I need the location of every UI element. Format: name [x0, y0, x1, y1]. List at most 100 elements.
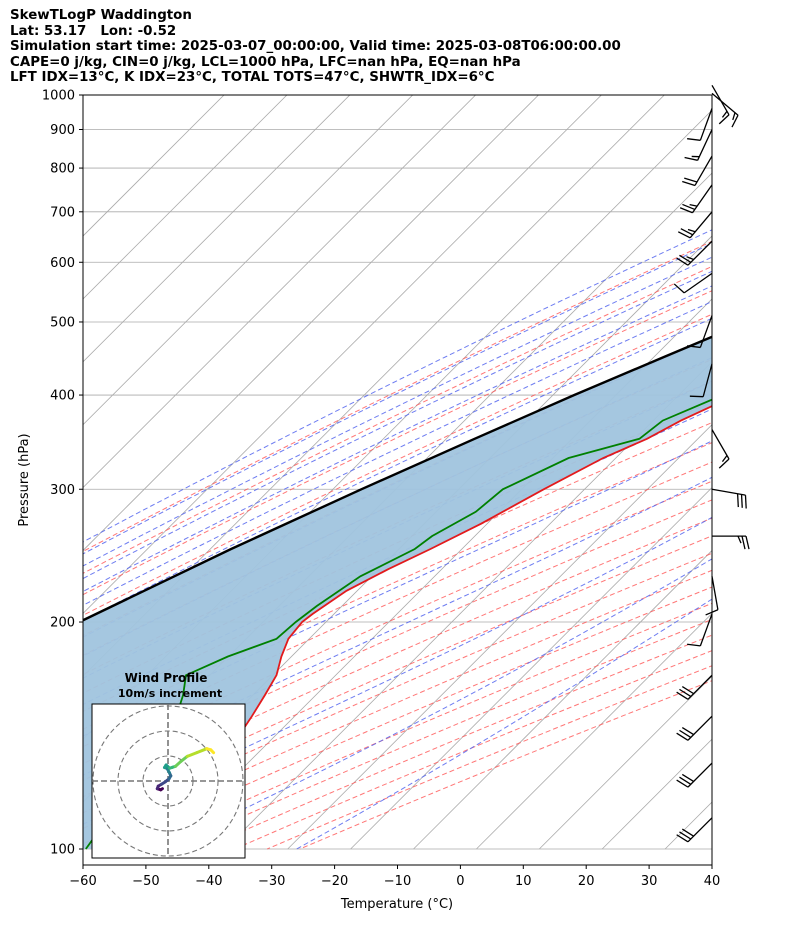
- hodograph-segment: [209, 748, 216, 755]
- x-tick-label: 30: [641, 874, 658, 889]
- barb-flag: [679, 831, 692, 840]
- barb-flag: [676, 257, 689, 266]
- barb-staff: [687, 762, 713, 788]
- x-tick-label: −20: [321, 874, 348, 889]
- stability-line: CAPE=0 j/kg, CIN=0 j/kg, LCL=1000 hPa, L…: [10, 54, 521, 70]
- dry-adiabat-line: [83, 313, 712, 616]
- barb-staff: [702, 363, 713, 397]
- barb-flag: [687, 643, 701, 647]
- hodograph-subtitle: 10m/s increment: [118, 687, 222, 700]
- isotherm-line: [224, 361, 712, 850]
- y-tick-label: 500: [50, 315, 75, 330]
- chart-title: SkewTLogP Waddington: [10, 8, 192, 23]
- x-tick-label: −60: [69, 874, 96, 889]
- y-tick-label: 100: [50, 843, 75, 858]
- dewpoint-line: [85, 398, 712, 850]
- wind-barb: [711, 429, 730, 469]
- isotherm-line: [83, 95, 351, 363]
- isotherm-line: [83, 95, 477, 489]
- moist-adiabat-line: [83, 516, 712, 825]
- moist-adiabat-line: [83, 256, 712, 567]
- time-line: Simulation start time: 2025-03-07_00:00:…: [10, 39, 621, 55]
- barb-flag: [745, 535, 750, 550]
- barb-flag: [673, 283, 685, 294]
- isotherm-line: [476, 612, 712, 850]
- barb-staff: [683, 272, 713, 294]
- barb-staff: [699, 315, 713, 348]
- wind-barb: [689, 363, 713, 398]
- y-tick-label: 1000: [42, 89, 75, 104]
- barb-staff: [699, 613, 713, 647]
- barb-flag: [679, 776, 692, 785]
- index-line: LFT IDX=13°C, K IDX=23°C, TOTAL TOTS=47°…: [10, 70, 495, 86]
- y-axis-label: Pressure (hPa): [17, 433, 32, 526]
- isotherm-line: [83, 95, 225, 237]
- barb-flag: [732, 112, 736, 121]
- y-tick-label: 800: [50, 162, 75, 177]
- barb-staff: [699, 108, 713, 141]
- dry-adiabat-line: [83, 442, 712, 730]
- isotherm-line: [83, 95, 414, 426]
- barb-staff: [697, 129, 713, 161]
- barb-flag: [686, 256, 694, 261]
- y-tick-label: 600: [50, 256, 75, 271]
- x-tick-label: −10: [384, 874, 411, 889]
- y-tick-label: 400: [50, 389, 75, 404]
- moist-adiabat-line: [83, 440, 712, 737]
- isotherm-line: [728, 79, 794, 849]
- dry-adiabat-line: [83, 461, 712, 748]
- barb-flag: [736, 493, 739, 508]
- barb-staff: [711, 429, 730, 460]
- barb-flag: [680, 228, 694, 236]
- barb-flag: [721, 455, 728, 463]
- barb-flag: [731, 114, 739, 128]
- isotherm-line: [601, 738, 712, 850]
- barb-flag: [676, 732, 689, 741]
- x-axis-label: Temperature (°C): [340, 897, 453, 912]
- barb-flag: [681, 726, 694, 736]
- wind-barb: [676, 762, 713, 788]
- x-tick-label: 20: [578, 874, 595, 889]
- isotherm-line: [83, 95, 288, 300]
- barb-staff: [689, 211, 713, 239]
- barb-flag: [682, 203, 696, 211]
- x-tick-label: 10: [515, 874, 532, 889]
- wind-barb: [711, 488, 747, 509]
- moist-adiabat-line: [83, 300, 712, 606]
- barb-flag: [687, 228, 696, 233]
- barb-flag: [681, 828, 694, 837]
- barb-flag: [677, 231, 691, 239]
- dry-adiabat-line: [83, 240, 712, 552]
- barb-flag: [682, 180, 696, 187]
- barb-staff: [694, 155, 713, 186]
- wind-barb: [677, 211, 713, 239]
- barb-staff: [687, 240, 713, 266]
- x-tick-label: 40: [704, 874, 721, 889]
- wind-barb: [687, 108, 713, 141]
- wind-barb: [682, 155, 713, 187]
- wind-barb: [705, 576, 719, 616]
- hodograph-segment: [185, 751, 199, 758]
- isotherm-line: [413, 549, 712, 850]
- parcel-profile-line: [83, 335, 712, 622]
- isotherm-line: [350, 487, 712, 850]
- barb-flag: [718, 114, 730, 125]
- wind-barb: [711, 84, 730, 125]
- barb-flag: [721, 110, 728, 118]
- barb-flag: [741, 535, 746, 550]
- wind-barb: [673, 272, 713, 294]
- y-tick-label: 900: [50, 123, 75, 138]
- hodograph-segment: [195, 747, 209, 755]
- x-tick-label: 0: [456, 874, 464, 889]
- isotherm-line: [539, 675, 712, 850]
- barb-flag: [679, 207, 693, 214]
- y-tick-label: 300: [50, 483, 75, 498]
- mixing-ratio-line: [739, 79, 794, 291]
- barb-flag: [687, 345, 701, 349]
- dry-adiabat-line: [83, 290, 712, 596]
- wind-barb: [687, 315, 713, 349]
- isotherm-line: [83, 95, 665, 677]
- moist-adiabat-line: [83, 317, 712, 621]
- barb-flag: [684, 156, 698, 161]
